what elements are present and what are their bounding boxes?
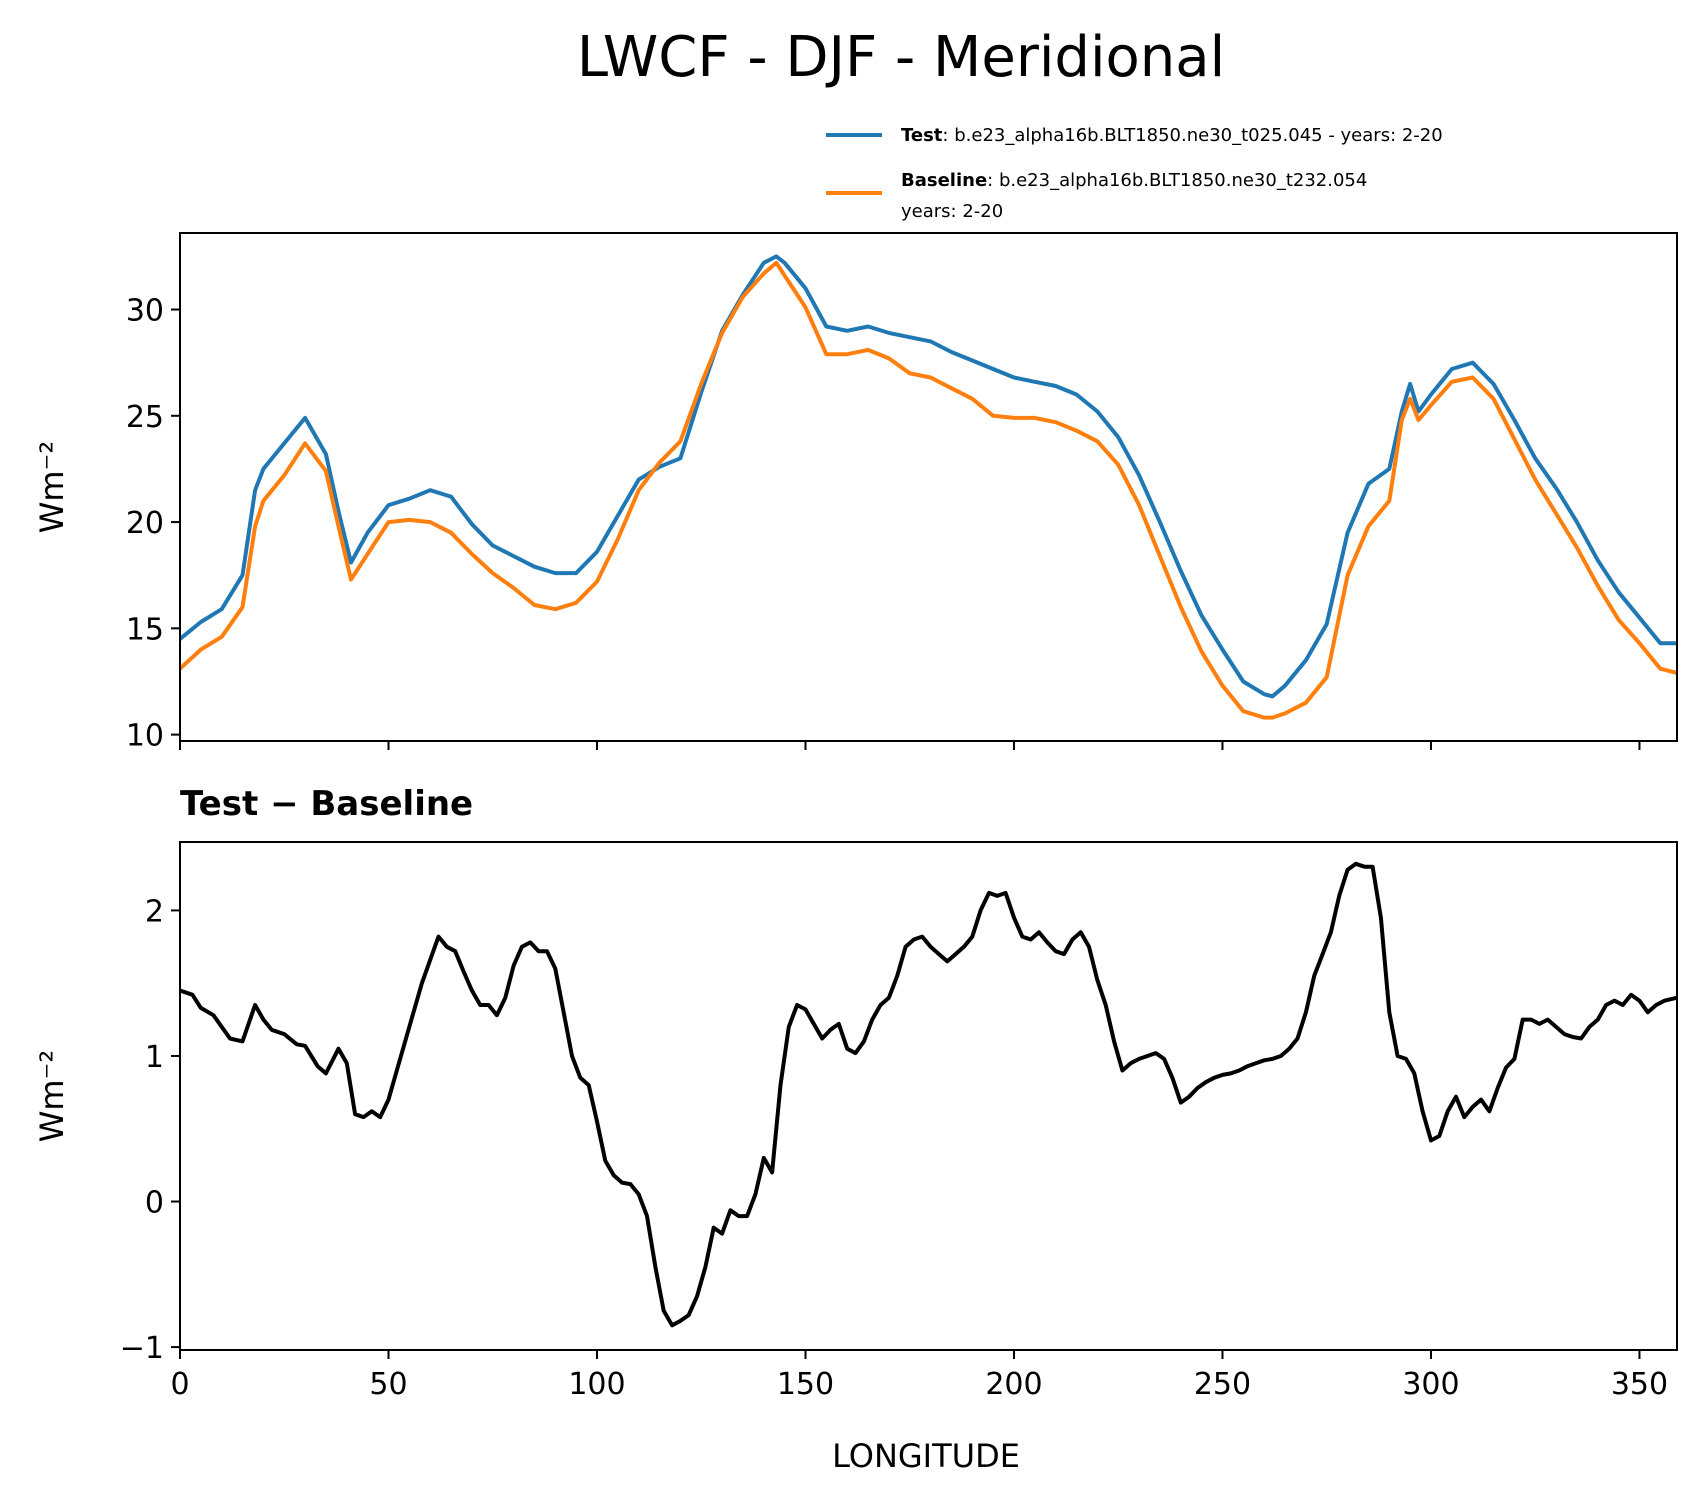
legend-test-entry: Test: b.e23_alpha16b.BLT1850.ne30_t025.0… [901,125,1443,146]
bottom-y-tick-label: −1 [120,1331,164,1366]
bottom-y-tick-label: 2 [145,894,164,929]
bottom-x-tick-label: 100 [568,1367,625,1402]
top-y-tick-label: 30 [126,294,164,329]
bottom-x-tick-label: 0 [170,1367,189,1402]
x-axis-label: LONGITUDE [832,1437,1020,1475]
bottom-series-group [180,861,1677,1328]
bottom-y-tick-label: 1 [145,1040,164,1075]
top-y-tick-label: 25 [126,400,164,435]
bottom-y-axis-label: Wm⁻² [33,1050,71,1143]
legend-baseline-entry: Baseline: b.e23_alpha16b.BLT1850.ne30_t2… [901,170,1367,191]
legend-test-label: Test [901,125,943,146]
top-axes-frame [179,232,1678,742]
series-line-test-baseline [180,861,1677,1328]
top-y-tick-label: 10 [126,719,164,754]
top-series-group [180,254,1677,720]
bottom-x-tick-label: 300 [1402,1367,1459,1402]
legend-test-separator: : [942,125,954,146]
bottom-y-tick-label: 0 [145,1186,164,1221]
legend-baseline-text: b.e23_alpha16b.BLT1850.ne30_t232.054 [999,170,1367,191]
bottom-x-tick-label: 350 [1611,1367,1668,1402]
bottom-x-tick-label: 150 [777,1367,834,1402]
bottom-x-tick-label: 200 [985,1367,1042,1402]
bottom-panel-title: Test − Baseline [180,784,473,824]
legend-baseline-label: Baseline [901,170,987,191]
legend-baseline-years: years: 2-20 [901,201,1003,222]
bottom-panel: Test − Baseline 0 50 100 150 200 250 300 350−10… [33,784,1678,1475]
top-axis-ticks: 10 15 20 25 30 [126,294,1641,754]
top-panel: 10 15 20 25 30 Wm⁻² [33,232,1678,754]
bottom-axes-frame [179,841,1678,1351]
bottom-x-tick-label: 250 [1194,1367,1251,1402]
series-line-test [180,254,1677,699]
top-y-axis-label: Wm⁻² [33,441,71,534]
top-y-tick-label: 15 [126,612,164,647]
figure-title: LWCF - DJF - Meridional [577,25,1225,90]
series-line-baseline [180,260,1677,720]
top-y-tick-label: 20 [126,506,164,541]
bottom-x-tick-label: 50 [369,1367,407,1402]
legend-test-text: b.e23_alpha16b.BLT1850.ne30_t025.045 - y… [954,125,1443,146]
legend-baseline-separator: : [987,170,999,191]
legend: Test: b.e23_alpha16b.BLT1850.ne30_t025.0… [826,125,1443,222]
